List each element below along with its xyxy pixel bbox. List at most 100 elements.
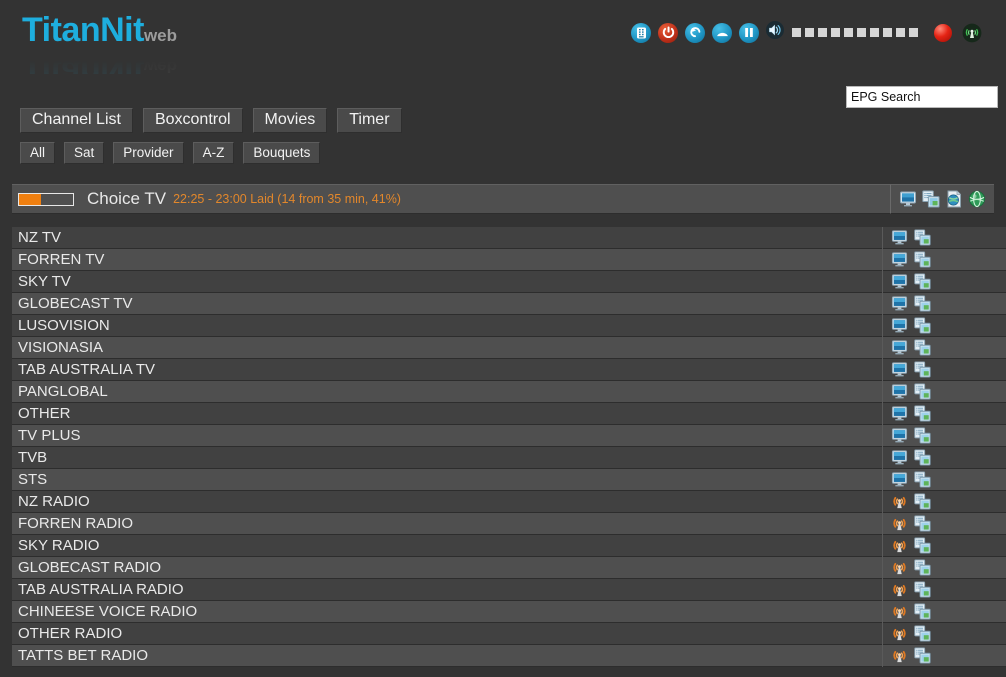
screenshot-icon[interactable] — [712, 22, 732, 43]
channel-list-icon[interactable] — [914, 471, 931, 488]
channel-list-row[interactable]: TAB AUSTRALIA TV — [12, 358, 1006, 381]
radio-broadcast-icon[interactable] — [891, 537, 908, 554]
bouquet-name: FORREN RADIO — [18, 515, 134, 532]
watch-on-tv-icon[interactable] — [891, 295, 908, 312]
watch-on-tv-icon[interactable] — [891, 273, 908, 290]
volume-bar[interactable] — [805, 28, 814, 37]
volume-bar[interactable] — [844, 28, 853, 37]
tab-sat[interactable]: Sat — [64, 142, 105, 164]
volume-bar[interactable] — [896, 28, 905, 37]
bouquet-name: OTHER — [18, 405, 71, 422]
tab-all[interactable]: All — [20, 142, 56, 164]
channel-list-row[interactable]: TV PLUS — [12, 424, 1006, 447]
radio-broadcast-icon[interactable] — [891, 493, 908, 510]
channel-list-row[interactable]: NZ RADIO — [12, 490, 1006, 513]
epg-search-input[interactable] — [846, 86, 998, 108]
broadcast-antenna-icon[interactable] — [962, 23, 982, 43]
channel-list-row[interactable]: VISIONASIA — [12, 336, 1006, 359]
remote-keypad-icon[interactable] — [631, 22, 651, 43]
channel-list-icon[interactable] — [914, 647, 931, 664]
radio-broadcast-icon[interactable] — [891, 581, 908, 598]
channel-list-row[interactable]: SKY TV — [12, 270, 1006, 293]
channel-list-icon[interactable] — [914, 317, 931, 334]
power-icon[interactable] — [658, 22, 678, 43]
volume-bar[interactable] — [857, 28, 866, 37]
watch-on-tv-icon[interactable] — [891, 383, 908, 400]
channel-list-row[interactable]: LUSOVISION — [12, 314, 1006, 337]
logo-primary-reflection: TitanNit — [22, 53, 144, 74]
channel-list-icon[interactable] — [914, 581, 931, 598]
volume-bar[interactable] — [909, 28, 918, 37]
channel-list-row[interactable]: PANGLOBAL — [12, 380, 1006, 403]
tab-timer[interactable]: Timer — [337, 108, 402, 133]
radio-broadcast-icon[interactable] — [891, 625, 908, 642]
channel-list-row[interactable]: SKY RADIO — [12, 534, 1006, 557]
channel-list-icon[interactable] — [914, 515, 931, 532]
radio-broadcast-icon[interactable] — [891, 515, 908, 532]
pause-icon[interactable] — [739, 22, 759, 43]
channel-list-icon[interactable] — [914, 493, 931, 510]
channel-list-icon[interactable] — [914, 625, 931, 642]
channel-list-icon[interactable] — [914, 339, 931, 356]
epg-page-icon[interactable] — [945, 190, 963, 208]
volume-bar[interactable] — [883, 28, 892, 37]
tab-provider[interactable]: Provider — [113, 142, 184, 164]
volume-bar[interactable] — [831, 28, 840, 37]
channel-list-row[interactable]: TAB AUSTRALIA RADIO — [12, 578, 1006, 601]
channel-list-row[interactable]: GLOBECAST TV — [12, 292, 1006, 315]
duplicate-window-icon[interactable] — [922, 190, 940, 208]
volume-bar[interactable] — [792, 28, 801, 37]
channel-list-icon[interactable] — [914, 603, 931, 620]
watch-on-tv-icon[interactable] — [891, 229, 908, 246]
radio-broadcast-icon[interactable] — [891, 647, 908, 664]
volume-bar[interactable] — [870, 28, 879, 37]
tab-boxcontrol[interactable]: Boxcontrol — [142, 108, 243, 133]
channel-list-row[interactable]: TATTS BET RADIO — [12, 644, 1006, 667]
page-header: TitanNitweb TitanNitweb — [0, 0, 1006, 78]
channel-list-row[interactable]: CHINEESE VOICE RADIO — [12, 600, 1006, 623]
channel-list-row[interactable]: FORREN RADIO — [12, 512, 1006, 535]
watch-on-tv-icon[interactable] — [891, 339, 908, 356]
channel-list-icon[interactable] — [914, 273, 931, 290]
channel-list-icon[interactable] — [914, 537, 931, 554]
watch-on-tv-icon[interactable] — [891, 449, 908, 466]
channel-list-row[interactable]: OTHER — [12, 402, 1006, 425]
watch-on-tv-icon[interactable] — [891, 317, 908, 334]
volume-bar[interactable] — [818, 28, 827, 37]
channel-list-row[interactable]: NZ TV — [12, 226, 1006, 249]
channel-list-icon[interactable] — [914, 559, 931, 576]
web-stream-icon[interactable] — [968, 190, 986, 208]
channel-list-row[interactable]: TVB — [12, 446, 1006, 469]
reload-icon[interactable] — [685, 22, 705, 43]
programme-progress-fill — [19, 193, 42, 205]
now-playing-info[interactable]: Choice TV 22:25 - 23:00 Laid (14 from 35… — [12, 184, 890, 214]
channel-list-icon[interactable] — [914, 383, 931, 400]
channel-list-icon[interactable] — [914, 405, 931, 422]
channel-list-icon[interactable] — [914, 449, 931, 466]
watch-on-tv-icon[interactable] — [899, 190, 917, 208]
channel-list-row[interactable]: STS — [12, 468, 1006, 491]
channel-list-row[interactable]: GLOBECAST RADIO — [12, 556, 1006, 579]
channel-list-row[interactable]: FORREN TV — [12, 248, 1006, 271]
channel-list-icon[interactable] — [914, 361, 931, 378]
radio-broadcast-icon[interactable] — [891, 603, 908, 620]
bouquet-name: GLOBECAST RADIO — [18, 559, 162, 576]
watch-on-tv-icon[interactable] — [891, 405, 908, 422]
watch-on-tv-icon[interactable] — [891, 251, 908, 268]
watch-on-tv-icon[interactable] — [891, 471, 908, 488]
channel-list-icon[interactable] — [914, 251, 931, 268]
bouquet-name: TVB — [18, 449, 48, 466]
watch-on-tv-icon[interactable] — [891, 427, 908, 444]
tab-a-z[interactable]: A-Z — [192, 142, 235, 164]
channel-list-icon[interactable] — [914, 427, 931, 444]
channel-list-row[interactable]: OTHER RADIO — [12, 622, 1006, 645]
speaker-volume-icon[interactable] — [766, 21, 784, 44]
volume-level-bars[interactable] — [792, 28, 918, 37]
tab-bouquets[interactable]: Bouquets — [243, 142, 321, 164]
radio-broadcast-icon[interactable] — [891, 559, 908, 576]
tab-channel-list[interactable]: Channel List — [20, 108, 133, 133]
tab-movies[interactable]: Movies — [252, 108, 328, 133]
watch-on-tv-icon[interactable] — [891, 361, 908, 378]
channel-list-icon[interactable] — [914, 229, 931, 246]
channel-list-icon[interactable] — [914, 295, 931, 312]
